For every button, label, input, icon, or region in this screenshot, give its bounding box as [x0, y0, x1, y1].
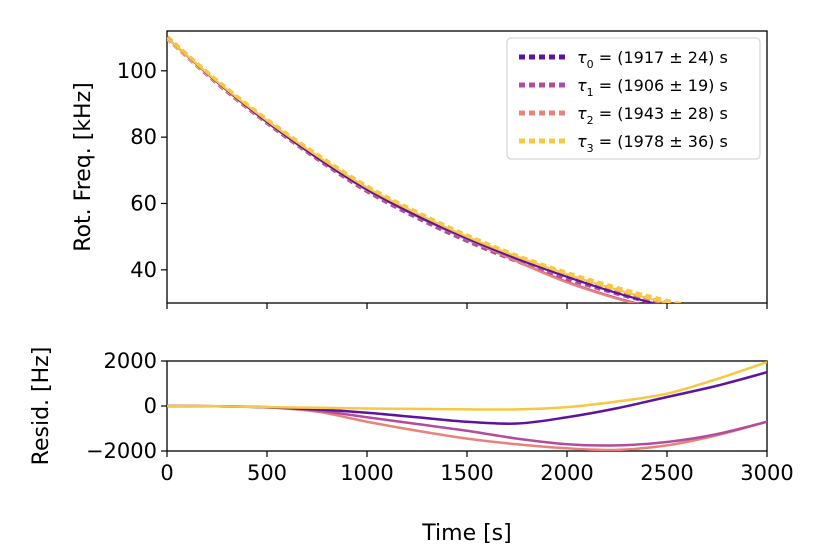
- legend-entry: τ3 = (1978 ± 36) s: [577, 132, 728, 155]
- bottom-x-tick-label: 2500: [640, 461, 693, 485]
- legend: τ0 = (1917 ± 24) s τ1 = (1906 ± 19) s τ2 =…: [506, 37, 761, 160]
- legend-entry: τ0 = (1917 ± 24) s: [577, 48, 728, 71]
- bottom-x-tick-label: 1500: [440, 461, 493, 485]
- bottom-y-tick-label: 2000: [104, 349, 157, 373]
- series-line--2-resid: [167, 404, 767, 451]
- top-y-axis-label: Rot. Freq. [kHz]: [71, 82, 96, 251]
- bottom-y-tick-label: −2000: [86, 439, 157, 463]
- legend-entry: τ1 = (1906 ± 19) s: [577, 76, 728, 99]
- series-line--3-resid: [167, 361, 767, 411]
- bottom-x-tick-label: 3000: [740, 461, 793, 485]
- series-line--0-resid: [167, 371, 767, 425]
- top-y-tick-label: 100: [117, 59, 157, 83]
- bottom-x-tick-label: 0: [160, 461, 173, 485]
- bottom-y-tick-label: 0: [144, 394, 157, 418]
- top-y-tick-label: 40: [130, 258, 157, 282]
- top-y-tick-label: 60: [130, 191, 157, 215]
- x-axis-label: Time [s]: [421, 521, 511, 546]
- legend-box: [506, 37, 761, 160]
- bottom-x-tick-label: 2000: [540, 461, 593, 485]
- bottom-x-tick-label: 1000: [340, 461, 393, 485]
- series-line--3-data: [167, 36, 672, 303]
- top-y-tick-label: 80: [130, 125, 157, 149]
- top-panel: 40 60 80 100 Rot. Freq. [kHz] τ0 = (1917 ± …: [71, 30, 768, 309]
- bottom-y-axis-label: Resid. [Hz]: [29, 347, 54, 466]
- bottom-x-tick-label: 500: [247, 461, 287, 485]
- legend-entry: τ2 = (1943 ± 28) s: [577, 104, 728, 127]
